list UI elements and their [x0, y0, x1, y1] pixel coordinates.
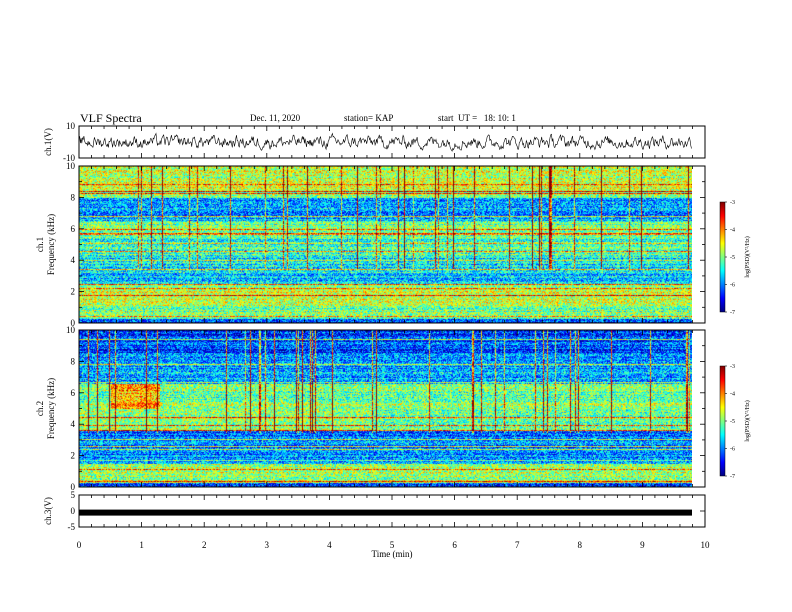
x-tick-label: 9 — [640, 540, 645, 550]
start-time: start UT = 18: 10: 1 — [438, 113, 516, 123]
x-tick-label: 1 — [139, 540, 144, 550]
colorbar-tick-label: -7 — [730, 310, 735, 316]
x-axis-label: Time (min) — [372, 549, 413, 559]
y-tick-label: 6 — [71, 224, 76, 234]
ch3-signal-band — [79, 509, 692, 516]
x-tick-label: 2 — [202, 540, 207, 550]
colorbar-tick-label: -4 — [730, 392, 735, 398]
ch2-spectrogram-image — [79, 330, 692, 487]
y-tick-label: 8 — [71, 192, 76, 202]
colorbar-tick-label: -3 — [730, 200, 735, 206]
y-tick-label: 10 — [66, 121, 76, 131]
y-tick-label: 0 — [71, 506, 76, 516]
x-tick-label: 3 — [265, 540, 270, 550]
y-tick-label: 2 — [71, 287, 76, 297]
colorbar-tick-label: -7 — [730, 474, 735, 480]
ch2-colorbar-label: log(PSD)(V²/Hz) — [744, 400, 751, 441]
colorbar-tick-label: -6 — [730, 447, 735, 453]
ch1-waveform-line — [78, 132, 692, 152]
y-tick-label: 0 — [71, 482, 76, 492]
colorbar-tick-label: -5 — [730, 419, 735, 425]
colorbar-tick-label: -5 — [730, 255, 735, 261]
ch1-spectrogram-image — [79, 166, 692, 323]
station-name: station= KAP — [344, 113, 394, 123]
x-tick-label: 8 — [578, 540, 583, 550]
ch1-spectrogram-ylabel: ch.1 — [35, 237, 45, 252]
y-tick-label: 2 — [71, 451, 76, 461]
ch1-colorbar — [719, 201, 726, 313]
x-tick-label: 10 — [701, 540, 711, 550]
ch2-spectrogram-ylabel: Frequency (kHz) — [46, 378, 56, 439]
ch3-signal-ylabel: ch.3(V) — [43, 497, 53, 525]
ch2-colorbar — [719, 365, 726, 477]
x-tick-label: 4 — [327, 540, 332, 550]
y-tick-label: 10 — [66, 325, 76, 335]
colorbar-tick-label: -3 — [730, 364, 735, 370]
x-tick-label: 0 — [77, 540, 82, 550]
x-tick-label: 6 — [452, 540, 457, 550]
y-tick-label: 4 — [71, 419, 76, 429]
colorbar-tick-label: -6 — [730, 283, 735, 289]
y-tick-label: 0 — [71, 318, 76, 328]
x-tick-label: 5 — [390, 540, 395, 550]
ch2-spectrogram-ylabel: ch.2 — [35, 401, 45, 416]
ch1-spectrogram-ylabel: Frequency (kHz) — [46, 214, 56, 275]
y-tick-label: 6 — [71, 388, 76, 398]
y-tick-label: 8 — [71, 356, 76, 366]
y-tick-label: -5 — [68, 522, 76, 532]
y-tick-label: 4 — [71, 255, 76, 265]
y-tick-label: 10 — [66, 161, 76, 171]
colorbar-tick-label: -4 — [730, 228, 735, 234]
x-tick-label: 7 — [515, 540, 520, 550]
ch1-colorbar-label: log(PSD)(V²/Hz) — [744, 236, 751, 277]
recording-date: Dec. 11, 2020 — [250, 113, 301, 123]
chart-title: VLF Spectra — [80, 111, 142, 125]
ch1-waveform-ylabel: ch.1(V) — [43, 128, 53, 156]
y-tick-label: -10 — [63, 153, 75, 163]
y-tick-label: 5 — [71, 490, 76, 500]
